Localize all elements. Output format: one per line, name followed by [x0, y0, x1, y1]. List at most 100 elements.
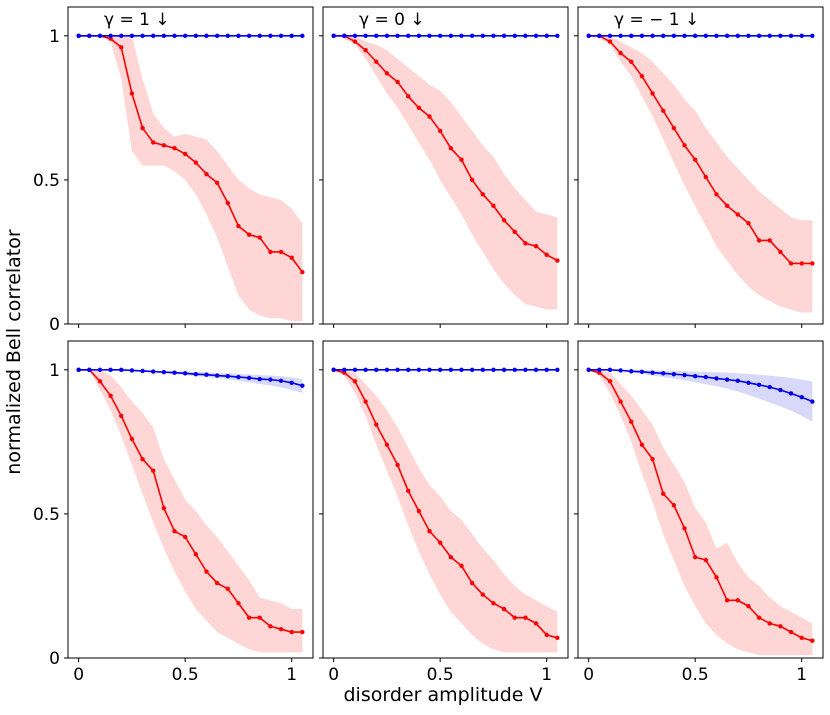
blue-data-point — [788, 391, 794, 396]
red-data-point — [756, 615, 762, 620]
red-confidence-band — [588, 35, 813, 313]
blue-data-point — [182, 33, 188, 39]
red-data-point — [395, 462, 400, 468]
red-data-point — [544, 632, 549, 638]
blue-data-point — [87, 367, 92, 373]
blue-data-point — [268, 377, 273, 382]
red-data-point — [161, 143, 167, 148]
blue-data-point — [756, 382, 762, 387]
blue-data-point — [161, 33, 167, 39]
blue-data-point — [448, 367, 454, 373]
red-data-point — [501, 606, 507, 612]
y-tick-label: 0.5 — [33, 171, 60, 191]
red-confidence-band — [78, 369, 303, 653]
blue-confidence-band — [78, 369, 303, 393]
blue-data-point — [151, 369, 156, 374]
red-data-point — [300, 629, 305, 635]
blue-data-point — [363, 33, 368, 39]
red-data-point — [214, 180, 220, 185]
blue-data-point — [108, 367, 113, 373]
blue-data-point — [129, 33, 135, 39]
blue-data-point — [661, 371, 666, 376]
blue-data-point — [703, 374, 709, 380]
blue-data-point — [661, 33, 666, 39]
x-tick-label: 0 — [583, 665, 594, 685]
red-data-point — [172, 529, 177, 534]
red-data-point — [406, 94, 411, 99]
blue-data-point — [268, 33, 273, 39]
blue-data-point — [501, 367, 507, 373]
blue-data-point — [555, 367, 560, 373]
red-data-point — [767, 238, 772, 243]
red-data-point — [225, 586, 230, 592]
blue-data-point — [501, 33, 507, 39]
blue-data-point — [384, 367, 390, 373]
blue-data-point — [140, 33, 145, 39]
red-data-point — [448, 146, 454, 151]
blue-data-point — [746, 380, 751, 385]
red-data-point — [427, 114, 432, 119]
blue-data-point — [300, 383, 305, 388]
blue-data-point — [682, 372, 687, 378]
blue-data-point — [246, 375, 252, 381]
blue-data-point — [692, 373, 698, 379]
red-data-point — [268, 249, 273, 255]
red-data-point — [140, 125, 145, 131]
red-data-point — [746, 603, 751, 609]
red-data-point — [278, 626, 284, 632]
blue-data-point — [204, 372, 209, 377]
blue-data-point — [629, 33, 634, 39]
red-data-point — [363, 48, 368, 53]
blue-data-point — [257, 376, 262, 382]
blue-data-point — [384, 33, 390, 39]
blue-data-point — [427, 367, 432, 373]
blue-data-point — [618, 33, 623, 39]
panel-title: γ = 1 ↓ — [104, 10, 170, 30]
blue-data-point — [437, 33, 443, 39]
blue-data-point — [289, 33, 294, 39]
blue-data-point — [724, 377, 730, 382]
blue-data-point — [289, 380, 294, 385]
blue-data-point — [172, 370, 177, 375]
red-data-point — [140, 456, 145, 462]
red-data-point — [374, 422, 379, 427]
red-data-point — [735, 598, 740, 603]
panel-3: γ = − 1 ↓ — [574, 6, 824, 328]
blue-data-point — [810, 399, 815, 404]
red-data-point — [692, 554, 698, 560]
blue-data-point — [799, 33, 804, 39]
blue-data-point — [437, 367, 443, 373]
red-data-point — [108, 393, 113, 398]
blue-data-point — [374, 33, 379, 39]
blue-data-point — [533, 367, 539, 373]
blue-data-point — [671, 371, 677, 377]
red-data-point — [555, 635, 560, 641]
red-data-point — [384, 71, 390, 76]
blue-data-point — [97, 367, 103, 373]
x-tick-label: 0 — [73, 665, 84, 685]
panel-4: 0 0.5 1 0 0.5 1 — [33, 340, 314, 685]
red-data-point — [437, 128, 443, 134]
blue-data-point — [331, 33, 336, 39]
blue-data-point — [703, 33, 709, 39]
blue-data-point — [682, 33, 687, 39]
x-tick-label: 0.5 — [172, 665, 199, 685]
red-data-point — [746, 220, 751, 226]
blue-data-point — [395, 367, 400, 373]
red-data-point — [491, 601, 496, 606]
red-data-point — [437, 540, 443, 545]
blue-data-point — [555, 33, 560, 39]
red-data-point — [724, 203, 730, 209]
red-data-point — [512, 229, 517, 234]
x-tick-label: 0.5 — [682, 665, 709, 685]
blue-data-point — [618, 368, 623, 373]
blue-data-point — [480, 367, 485, 373]
blue-data-point — [140, 368, 145, 374]
red-data-point — [268, 624, 273, 629]
red-data-point — [703, 557, 709, 563]
blue-data-point — [278, 33, 284, 39]
blue-data-point — [756, 33, 762, 39]
blue-data-point — [204, 33, 209, 39]
red-data-point — [607, 379, 613, 384]
blue-data-point — [523, 33, 528, 39]
